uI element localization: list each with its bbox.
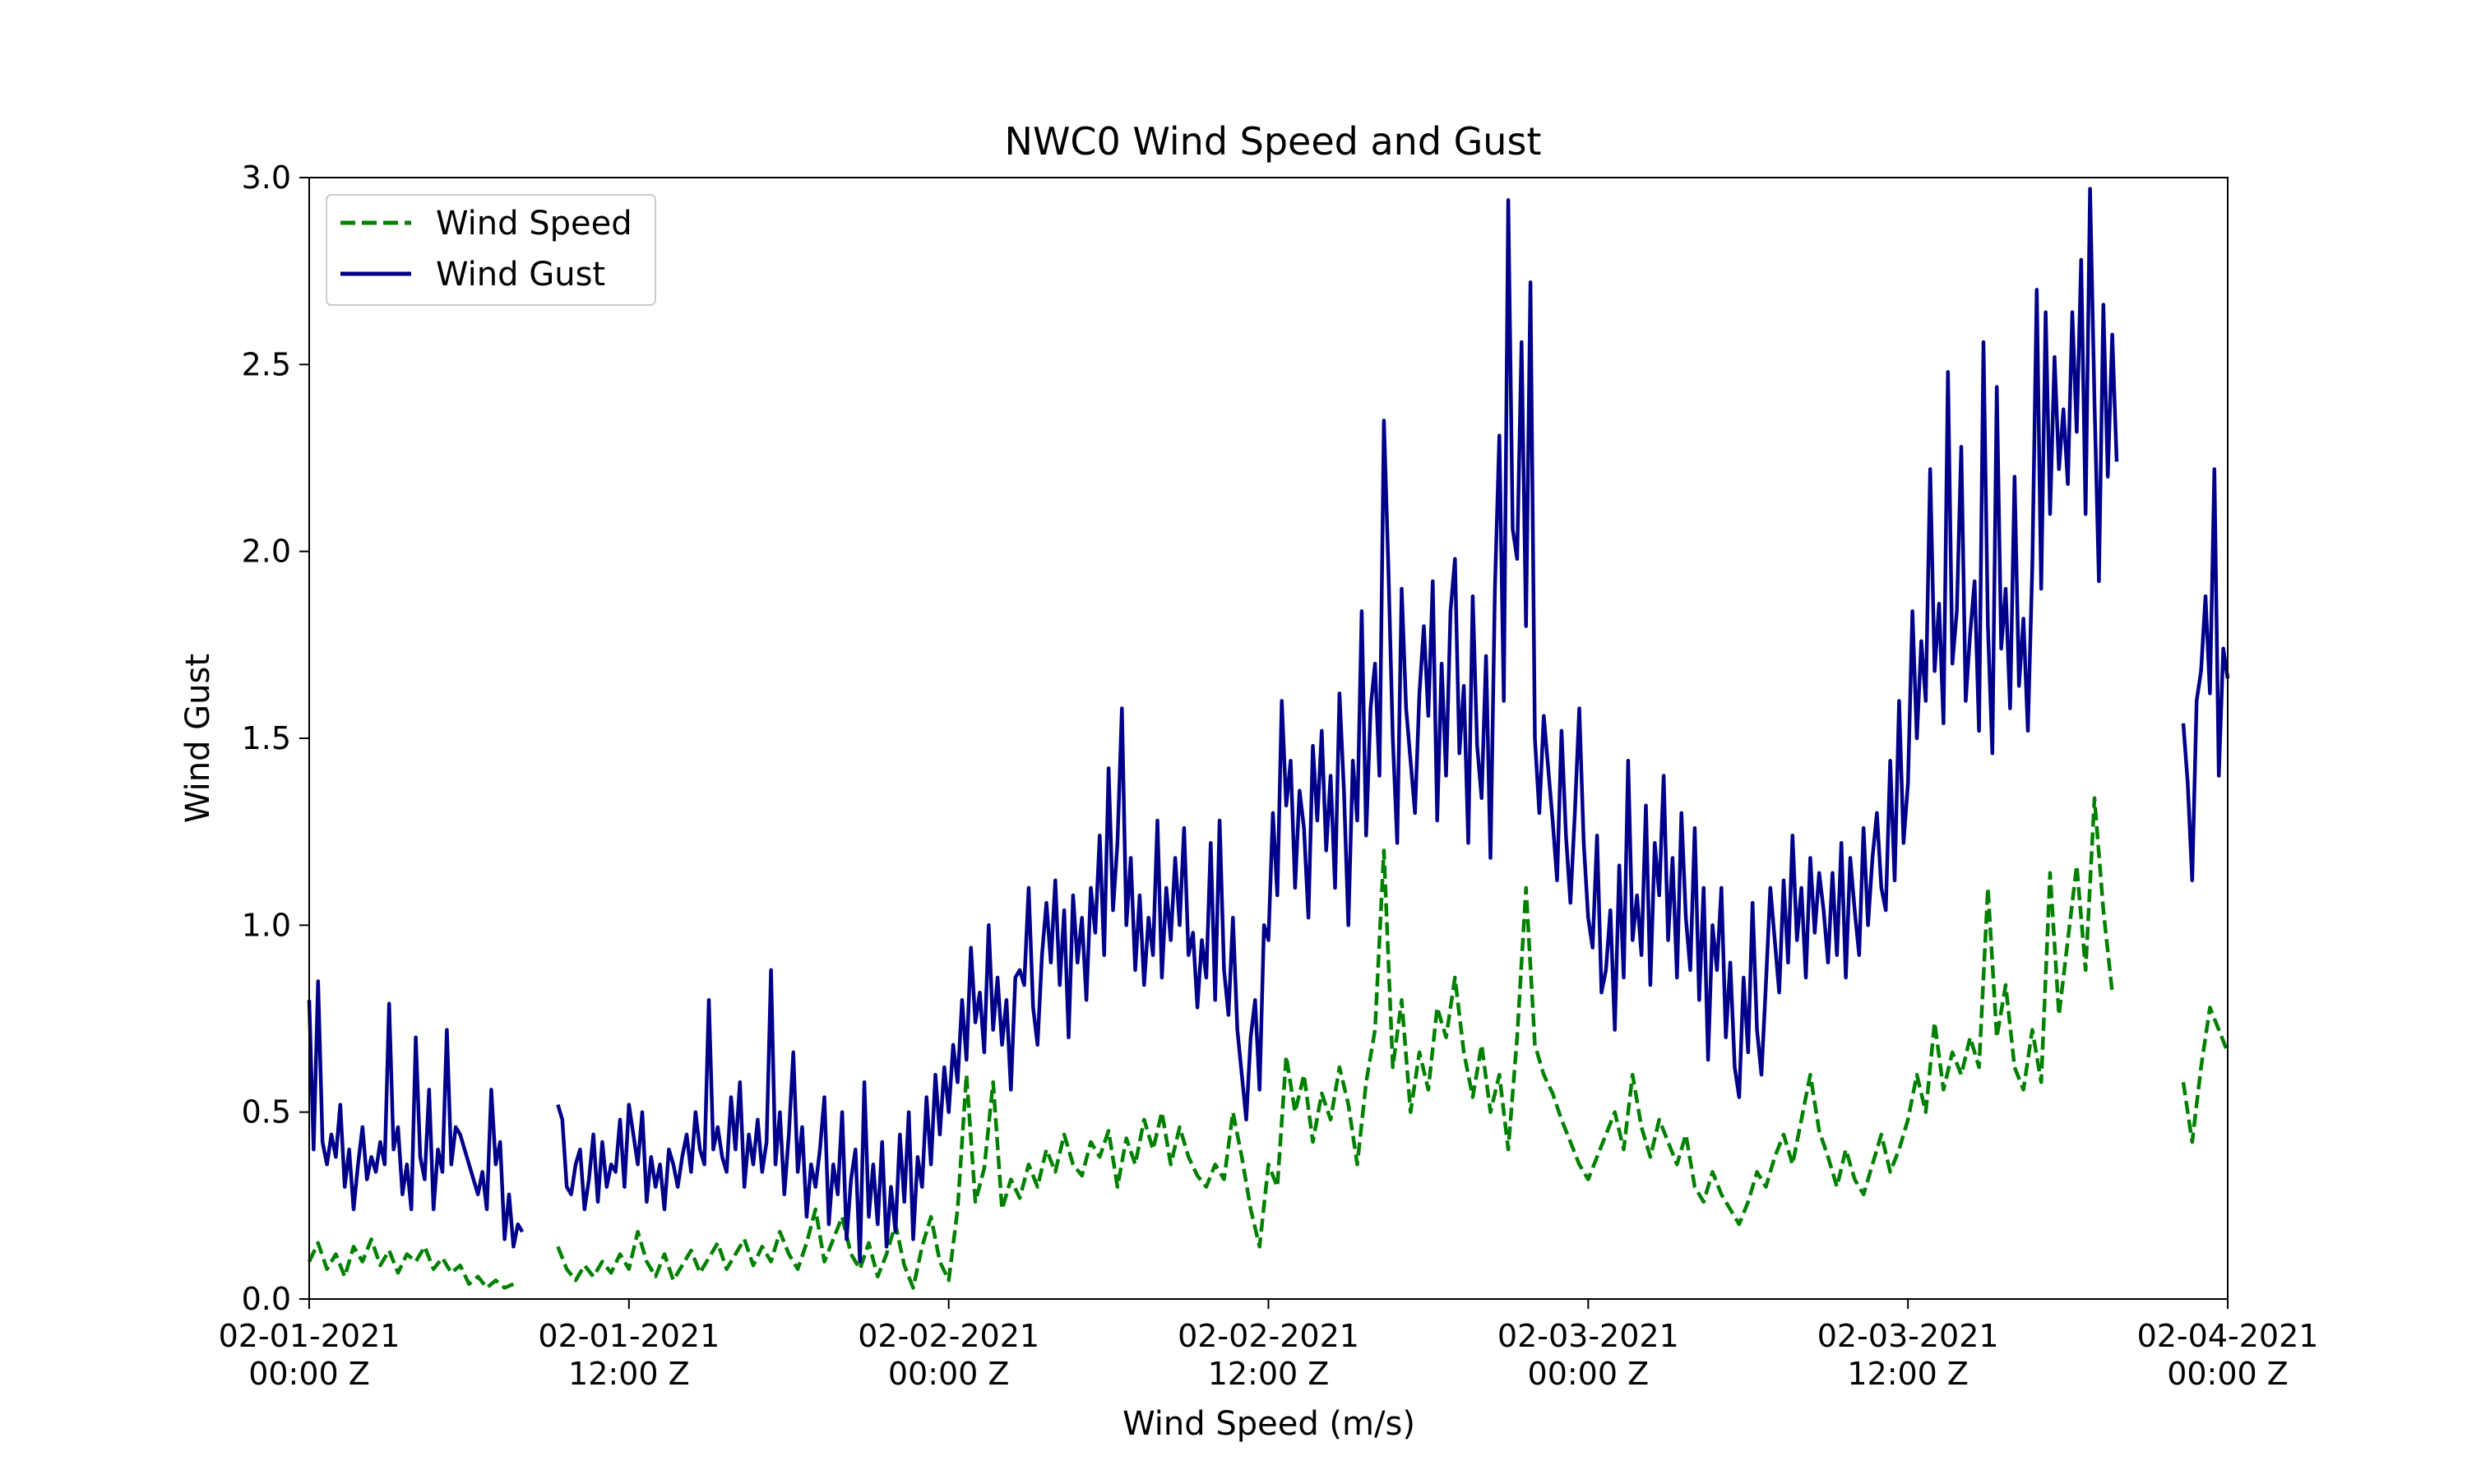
x-tick-label-date: 02-01-2021 bbox=[538, 1318, 720, 1354]
x-tick-label-time: 00:00 Z bbox=[2167, 1356, 2289, 1392]
x-tick-label-time: 00:00 Z bbox=[888, 1356, 1010, 1392]
legend-label-wind-speed: Wind Speed bbox=[436, 205, 632, 243]
y-tick-label: 1.0 bbox=[242, 907, 291, 943]
y-tick-label: 1.5 bbox=[242, 720, 291, 756]
x-tick-label-time: 00:00 Z bbox=[1528, 1356, 1650, 1392]
x-tick-label-date: 02-01-2021 bbox=[219, 1318, 400, 1354]
y-axis: 0.0 0.5 1.0 1.5 2.0 2.5 3.0 bbox=[242, 159, 309, 1317]
chart-title: NWC0 Wind Speed and Gust bbox=[1005, 119, 1542, 164]
series-line-wind-gust bbox=[307, 187, 2230, 1264]
y-tick-label: 2.0 bbox=[242, 534, 291, 570]
legend-label-wind-gust: Wind Gust bbox=[436, 256, 605, 294]
x-tick-label-date: 02-03-2021 bbox=[1817, 1318, 1999, 1354]
legend: Wind Speed Wind Gust bbox=[326, 194, 656, 306]
x-tick-label-date: 02-04-2021 bbox=[2137, 1318, 2319, 1354]
x-tick-label-time: 12:00 Z bbox=[1847, 1356, 1969, 1392]
y-axis-label: Wind Gust bbox=[179, 654, 217, 823]
x-tick-label-time: 00:00 Z bbox=[248, 1356, 370, 1392]
series-line-wind-speed bbox=[307, 796, 2230, 1290]
y-tick-label: 2.5 bbox=[242, 346, 291, 382]
y-tick-label: 3.0 bbox=[242, 159, 291, 196]
x-tick-label-date: 02-02-2021 bbox=[1178, 1318, 1359, 1354]
x-tick-label-time: 12:00 Z bbox=[1208, 1356, 1330, 1392]
x-axis-label: Wind Speed (m/s) bbox=[1122, 1405, 1415, 1443]
x-tick-label-date: 02-03-2021 bbox=[1497, 1318, 1679, 1354]
y-tick-label: 0.5 bbox=[242, 1094, 291, 1130]
series-layer bbox=[307, 187, 2230, 1290]
plot-frame bbox=[308, 177, 2229, 1300]
x-tick-label-date: 02-02-2021 bbox=[858, 1318, 1039, 1354]
y-tick-label: 0.0 bbox=[242, 1281, 291, 1317]
x-tick-label-time: 12:00 Z bbox=[568, 1356, 690, 1392]
